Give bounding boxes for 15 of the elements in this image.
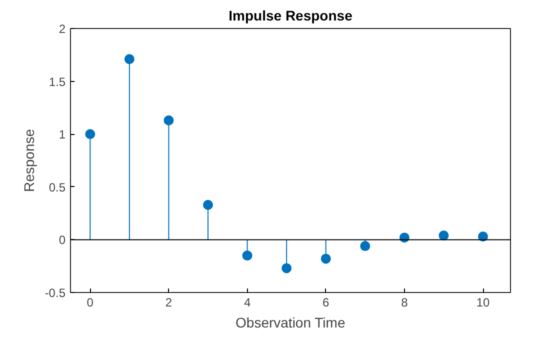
x-tick-label: 8 <box>401 296 408 310</box>
x-tick-label: 6 <box>322 296 330 310</box>
x-tick-label: 2 <box>165 296 172 310</box>
y-tick-label: 1 <box>58 128 66 142</box>
x-tick-label: 0 <box>86 296 94 310</box>
x-axis-title: Observation Time <box>236 314 346 330</box>
y-tick-label: 2 <box>58 22 66 36</box>
y-tick-label: -0.5 <box>44 286 66 300</box>
y-tick-label: 1.5 <box>48 74 66 89</box>
y-axis-title: Response <box>20 128 37 192</box>
y-tick-label: 0.5 <box>48 180 66 194</box>
chart-title: Impulse Response <box>228 8 353 24</box>
x-tick-label: 10 <box>476 296 490 310</box>
x-tick-label: 4 <box>244 296 251 310</box>
y-tick-label: 0 <box>58 233 66 248</box>
